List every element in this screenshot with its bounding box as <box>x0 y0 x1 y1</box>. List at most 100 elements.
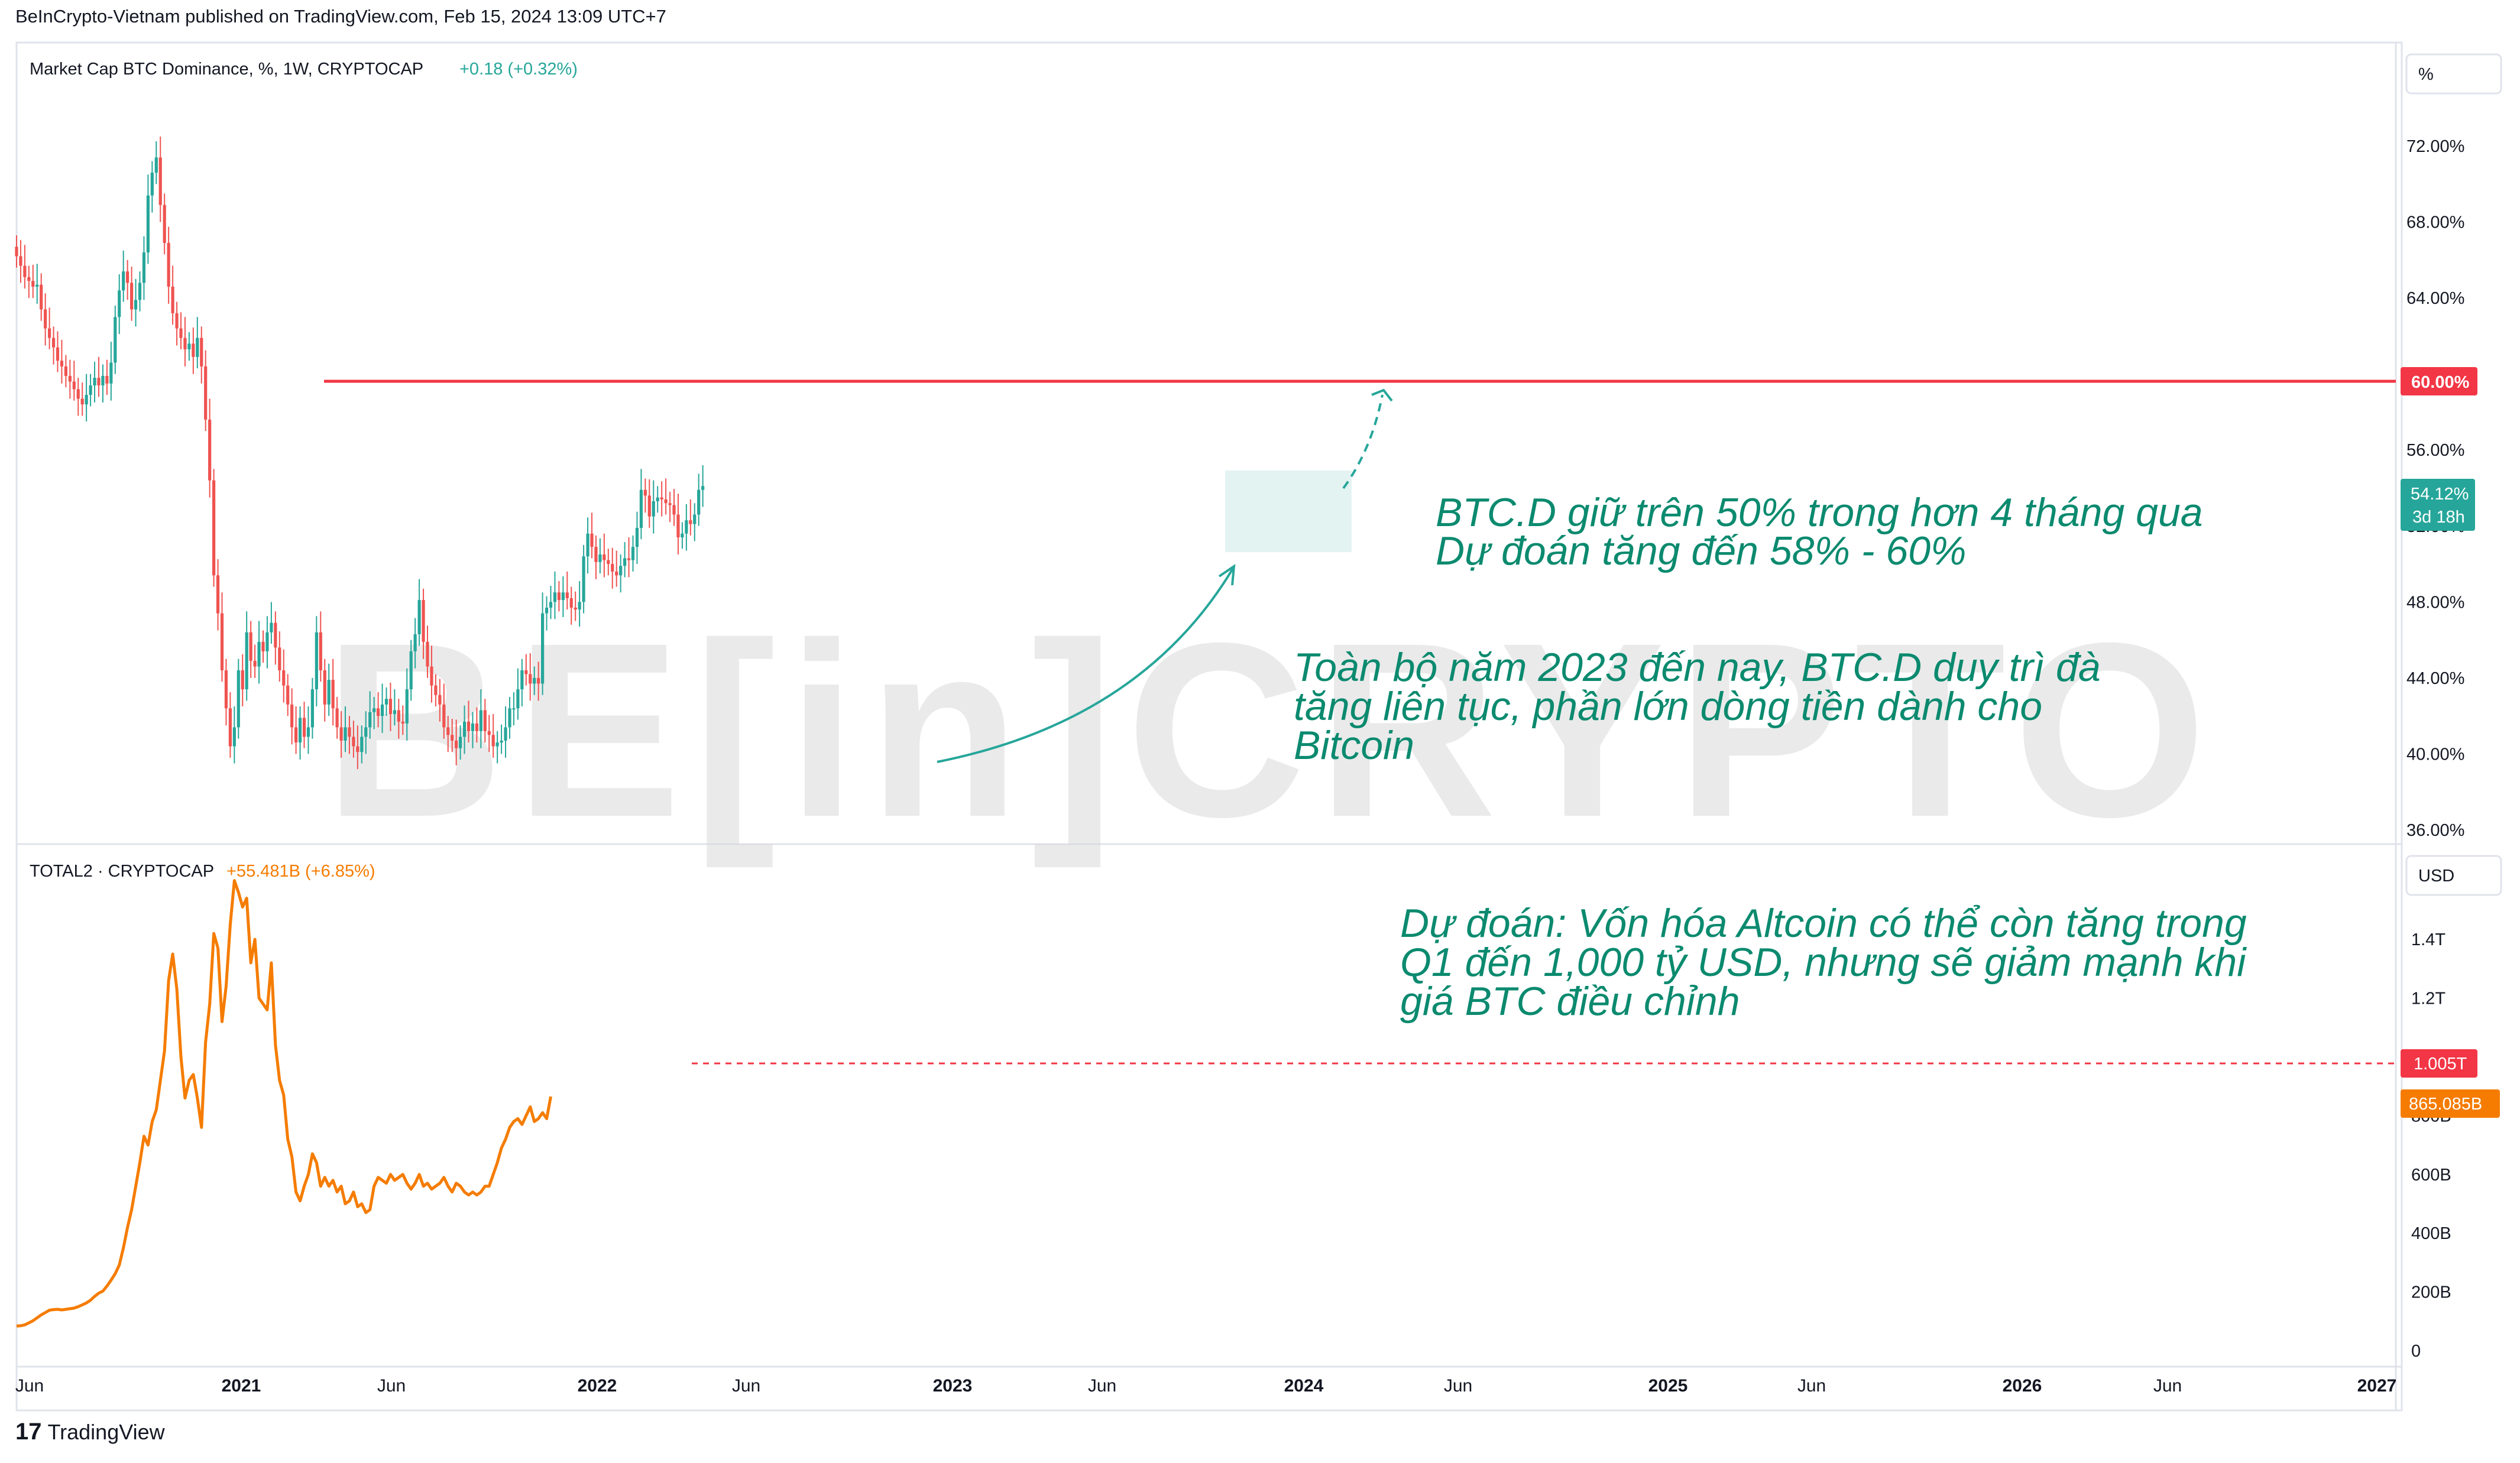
last-value-tag: 865.085B <box>2401 1089 2500 1118</box>
candle <box>553 571 557 619</box>
candle <box>344 706 347 752</box>
candle <box>60 339 64 384</box>
candle <box>31 264 35 299</box>
annotation-line: Bitcoin <box>1294 723 1414 768</box>
annotation-line: Dự đoán tăng đến 58% - 60% <box>1436 528 1966 573</box>
x-tick-label: 2021 <box>222 1376 261 1396</box>
tradingview-logo[interactable]: 17 TradingView <box>15 1419 165 1445</box>
candle <box>438 679 442 722</box>
candle <box>241 654 244 707</box>
candle <box>467 700 471 743</box>
candle <box>208 398 212 498</box>
candle <box>668 491 672 523</box>
candle <box>68 359 72 399</box>
candle <box>627 537 631 578</box>
candle <box>623 542 627 578</box>
y-tick-label: 200B <box>2411 1283 2451 1302</box>
x-tick-label: Jun <box>1444 1376 1472 1396</box>
candle <box>290 688 294 745</box>
candle <box>64 355 67 388</box>
candle <box>212 469 216 587</box>
candle <box>582 544 585 614</box>
y-tick-label: 600B <box>2411 1166 2451 1185</box>
candle <box>270 602 273 644</box>
candle <box>192 327 195 374</box>
candle <box>228 692 232 758</box>
bottom-panel-change: +55.481B (+6.85%) <box>226 862 375 881</box>
candle <box>574 591 577 621</box>
candle <box>672 489 676 526</box>
candle <box>384 687 388 716</box>
candle <box>319 611 322 682</box>
candle <box>455 719 458 765</box>
y-tick-label: 56.00% <box>2406 441 2464 460</box>
candle <box>175 301 179 346</box>
candle <box>533 666 536 695</box>
candle <box>565 571 569 610</box>
candle <box>163 193 166 255</box>
candle <box>516 668 520 720</box>
x-tick-label: Jun <box>732 1376 760 1396</box>
candle <box>51 326 56 365</box>
top-panel-title: Market Cap BTC Dominance, %, 1W, CRYPTOC… <box>30 60 423 79</box>
candle <box>459 725 462 760</box>
scale-button-usd[interactable]: USD <box>2405 855 2502 896</box>
candle <box>101 364 105 403</box>
consolidation-box <box>1225 471 1352 552</box>
scale-button-percent[interactable]: % <box>2405 53 2502 95</box>
candle <box>401 705 404 735</box>
candle <box>487 715 491 752</box>
candle <box>356 725 359 770</box>
candle <box>603 533 606 578</box>
candle <box>446 716 450 752</box>
candle <box>430 645 433 703</box>
candle <box>286 674 290 716</box>
candle <box>590 512 594 559</box>
candle <box>122 250 125 302</box>
candle <box>541 592 545 695</box>
candle <box>693 503 697 541</box>
candle <box>512 692 516 726</box>
countdown-label: 3d 18h <box>2412 508 2465 527</box>
candle <box>635 511 639 565</box>
candle <box>171 265 174 325</box>
level-price-label: 60.00% <box>2411 373 2470 392</box>
candle <box>495 731 499 764</box>
candle <box>167 226 170 304</box>
candle <box>697 473 701 526</box>
candle <box>253 644 257 678</box>
candle <box>331 658 335 726</box>
candle <box>631 535 635 572</box>
annotation-line: giá BTC điều chỉnh <box>1400 979 1740 1024</box>
tradingview-logo-icon: 17 <box>15 1419 42 1445</box>
level-value-label: 1.005T <box>2414 1055 2467 1073</box>
annotation-line: BTC.D giữ trên 50% trong hơn 4 tháng qua <box>1436 490 2203 535</box>
candle <box>607 549 610 576</box>
candle <box>656 486 659 513</box>
x-tick-label: 2024 <box>1284 1376 1324 1396</box>
candle <box>339 711 343 758</box>
candle <box>549 586 553 619</box>
candle <box>56 331 60 372</box>
y-tick-label: 400B <box>2411 1224 2451 1243</box>
candle <box>545 596 549 631</box>
scale-button-label: USD <box>2418 867 2454 885</box>
candle <box>364 711 368 754</box>
candle <box>142 236 146 300</box>
candle <box>561 576 565 618</box>
candle <box>388 682 393 731</box>
candle <box>76 378 80 416</box>
top-panel-change: +0.18 (+0.32%) <box>459 60 578 79</box>
candle <box>19 240 22 283</box>
candle <box>660 481 663 517</box>
candle <box>335 696 339 739</box>
candle <box>97 356 101 397</box>
candle <box>451 718 454 752</box>
candle <box>685 504 688 551</box>
level-price-tag: 60.00% <box>2401 367 2477 395</box>
candle <box>93 361 96 403</box>
candle <box>118 274 121 335</box>
bottom-panel: 1.4T1.2T800B600B400B200B0 <box>2411 930 2451 1361</box>
candle <box>615 550 618 587</box>
